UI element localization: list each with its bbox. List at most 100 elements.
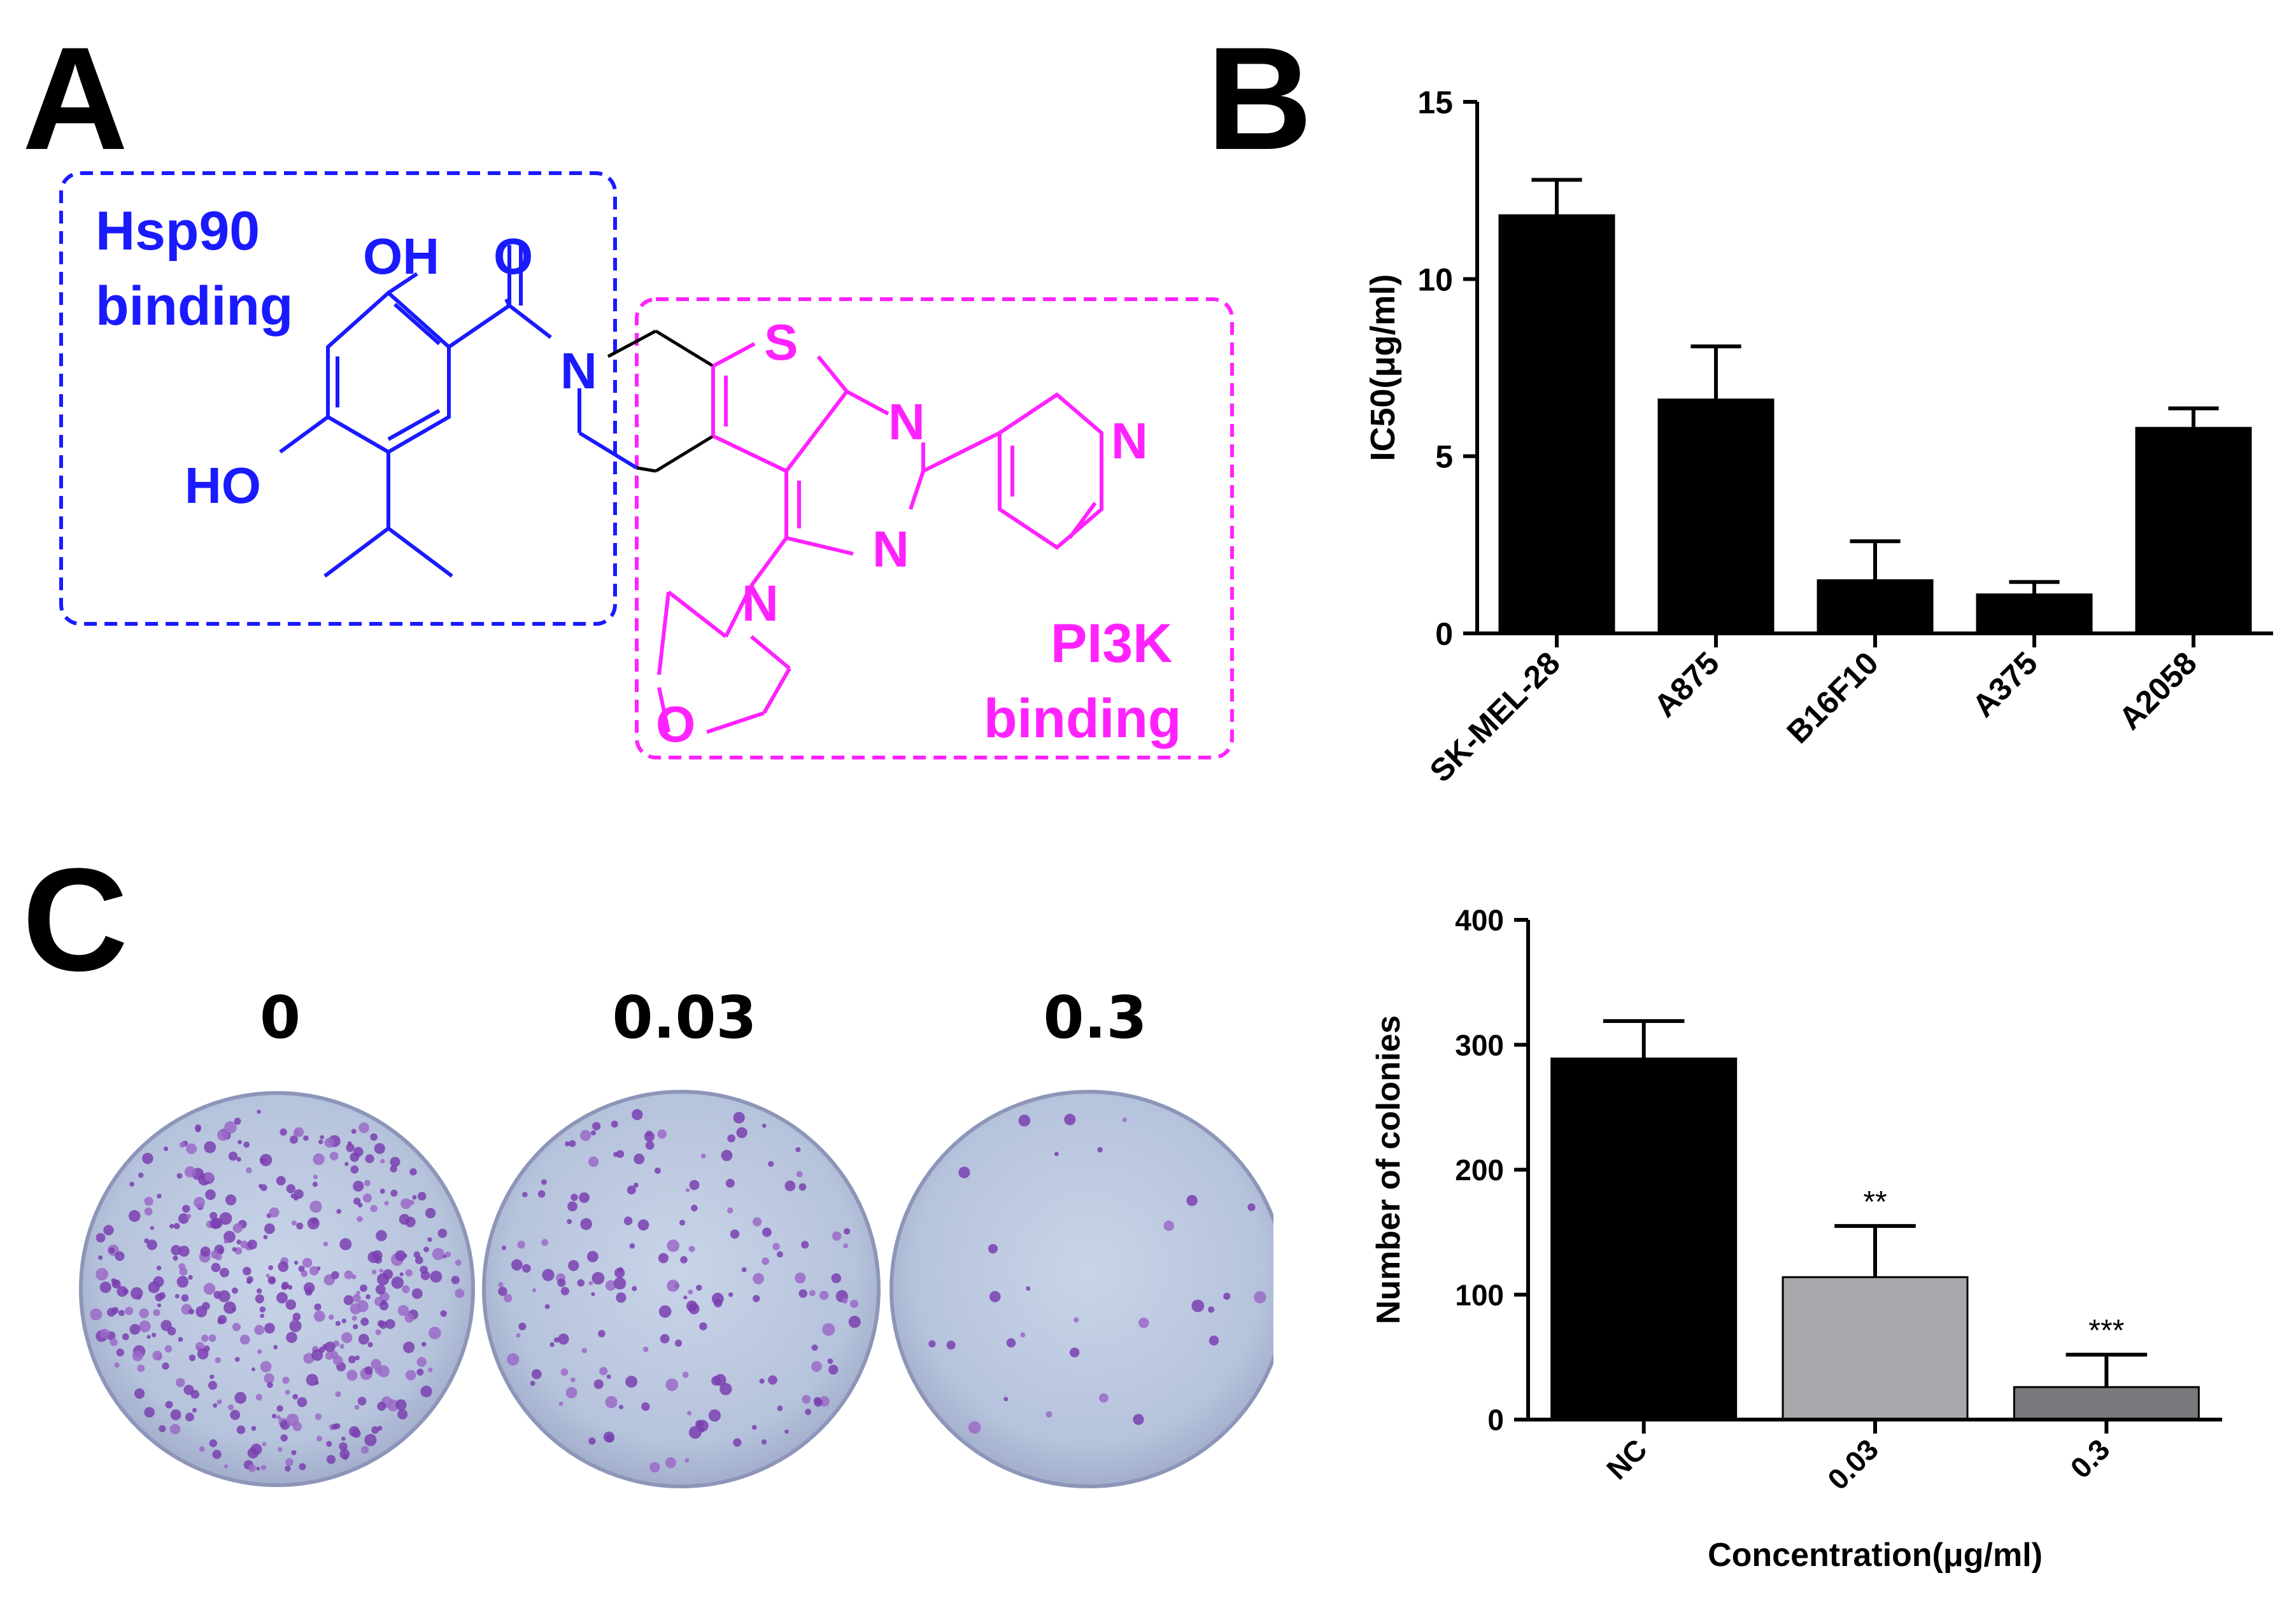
colony-dot (377, 1365, 390, 1378)
colony-dot (697, 1420, 709, 1432)
colony-dot (805, 1408, 812, 1415)
colony-dot (346, 1369, 358, 1381)
carbonyl-amide (507, 245, 638, 470)
colony-dot (264, 1323, 275, 1334)
colony-dot (178, 1213, 189, 1224)
colony-dot (588, 1156, 599, 1167)
colony-dot (234, 1117, 241, 1125)
colony-dot (684, 1458, 690, 1463)
colony-dot (351, 1315, 357, 1321)
colony-dot (632, 1109, 643, 1120)
colony-dot (159, 1292, 166, 1299)
colony-dot (580, 1130, 592, 1141)
colony-dot (312, 1181, 318, 1187)
colony-dot (728, 1292, 733, 1297)
atom-oh-top: OH (363, 228, 439, 285)
colony-dot (178, 1337, 183, 1342)
colony-dot (1054, 1152, 1059, 1157)
colony-dot (278, 1261, 289, 1273)
colony-dot (558, 1401, 563, 1406)
colony-significance-label: ** (1863, 1185, 1887, 1219)
colony-dot (1099, 1393, 1109, 1403)
colony-dot (247, 1447, 259, 1459)
colony-dot (227, 1404, 234, 1411)
colony-dot (260, 1361, 272, 1372)
colony-dot (592, 1272, 605, 1285)
colony-dot (280, 1128, 287, 1136)
colony-dot (443, 1254, 447, 1259)
colony-significance-label: *** (2088, 1314, 2124, 1348)
colony-dot (1186, 1195, 1198, 1206)
colony-dot (313, 1174, 318, 1180)
colony-dot (989, 1291, 1001, 1302)
colony-dot (260, 1313, 265, 1318)
colony-dot (182, 1204, 190, 1213)
colony-dot (251, 1367, 255, 1372)
colony-bars: ***** (1550, 1019, 2200, 1421)
colony-dot (688, 1246, 695, 1252)
colony-dot (761, 1439, 767, 1445)
colony-dot (511, 1259, 523, 1271)
colony-dot (195, 1306, 208, 1318)
colony-dot (1208, 1336, 1219, 1346)
colony-dot (271, 1414, 277, 1419)
colony-dot (629, 1243, 635, 1249)
colony-dot (257, 1110, 261, 1114)
pi3k-box (635, 297, 1234, 759)
colony-dot (421, 1342, 427, 1347)
colony-dot (736, 1127, 748, 1138)
colony-dot (294, 1260, 299, 1265)
colony-dot (289, 1135, 298, 1144)
colony-dot (356, 1290, 360, 1295)
ic50-bar (1817, 579, 1934, 635)
colony-dot (188, 1308, 195, 1315)
atom-n-pyrimidine-2: N (872, 521, 909, 577)
ic50-bar (1976, 593, 2093, 635)
colony-dot (689, 1180, 700, 1190)
colony-dot (811, 1361, 822, 1372)
colony-dot (827, 1358, 833, 1364)
colony-dot (169, 1423, 181, 1435)
colony-dot (1045, 1411, 1052, 1418)
colony-dot (412, 1195, 417, 1200)
colony-dot (501, 1245, 506, 1250)
colony-dot (111, 1307, 119, 1314)
colony-dot (213, 1403, 218, 1408)
colony-dot (351, 1129, 357, 1134)
thienopyrimidine-fragment (657, 342, 1103, 734)
colony-dot (138, 1173, 144, 1178)
panel-letter-b: B (1207, 17, 1313, 180)
colony-dot (801, 1241, 809, 1249)
colony-dot (223, 1239, 229, 1244)
colony-dot (654, 1167, 661, 1174)
colony-dot (129, 1210, 141, 1222)
colony-dot (353, 1324, 358, 1330)
colony-dot (282, 1376, 290, 1384)
colony-y-tick-label: 300 (1455, 1029, 1504, 1062)
colony-dot (276, 1405, 283, 1412)
colony-dot (324, 1138, 334, 1148)
colony-bar (1550, 1057, 1738, 1421)
colony-dot (498, 1287, 507, 1296)
colony-dot (358, 1122, 369, 1133)
colony-dot (232, 1223, 243, 1233)
colony-dot (183, 1385, 194, 1395)
colony-dot (219, 1212, 232, 1225)
colony-dot (108, 1247, 115, 1253)
colony-dot (176, 1173, 183, 1179)
colony-dot (811, 1344, 818, 1351)
colony-dot (171, 1245, 181, 1255)
colony-dot (714, 1299, 723, 1308)
colony-dot (619, 1404, 623, 1409)
colony-dot (598, 1330, 606, 1337)
colony-dot (1074, 1317, 1079, 1323)
colony-dot (328, 1314, 334, 1320)
colony-dot (372, 1250, 383, 1260)
colony-dot (660, 1334, 670, 1344)
colony-dot (290, 1194, 295, 1199)
colony-dot (726, 1207, 733, 1214)
colony-dot (169, 1224, 174, 1229)
atom-n-pyridine: N (1111, 413, 1148, 469)
colony-dot (360, 1284, 367, 1292)
colony-dot (587, 1251, 599, 1262)
